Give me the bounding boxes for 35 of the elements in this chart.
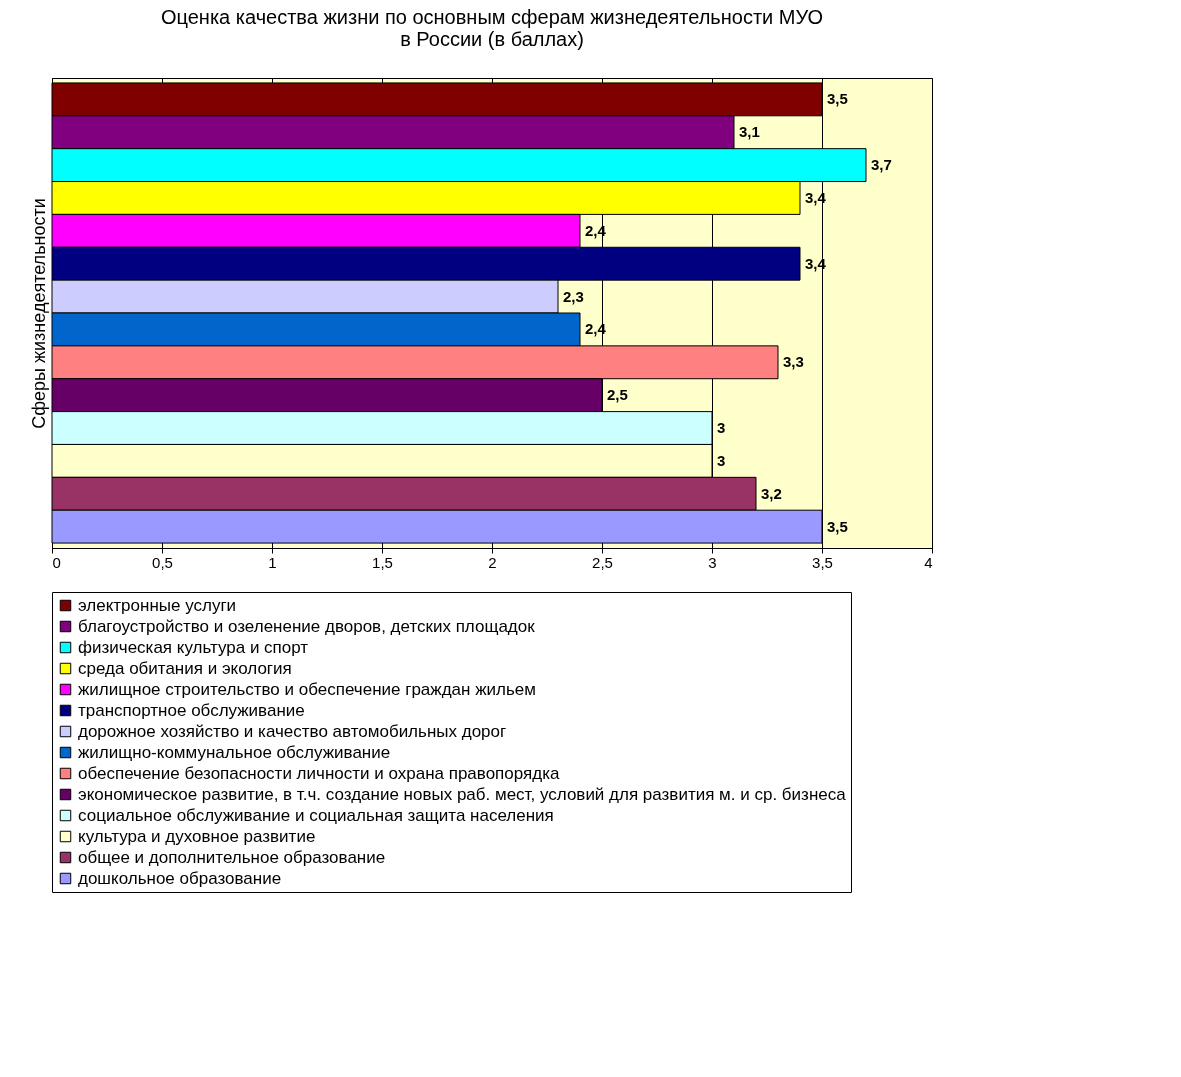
legend-label: транспортное обслуживание	[78, 700, 305, 720]
legend-label: экономическое развитие, в т.ч. создание новых раб. мест, условий для развития м. и ср. бизнеса	[78, 784, 847, 804]
x-tick-label: 3	[708, 553, 717, 571]
legend-label: благоустройство и озеленение дворов, детских площадок	[78, 616, 536, 636]
data-label: 3,5	[827, 90, 848, 108]
data-label: 3,2	[761, 484, 782, 502]
legend-label: жилищное строительство и обеспечение граждан жильем	[78, 679, 536, 699]
x-tick-label: 2,5	[592, 553, 613, 571]
x-tick-label: 1	[268, 553, 277, 571]
data-label: 3	[717, 419, 726, 437]
data-label: 3,3	[783, 353, 804, 371]
x-tick-label: 3,5	[812, 553, 833, 571]
x-tick-label: 1,5	[372, 553, 393, 571]
legend-label: дорожное хозяйство и качество автомобильных дорог	[78, 721, 507, 741]
data-label: 2,5	[607, 386, 628, 404]
data-label: 3,1	[739, 123, 760, 141]
legend-label: физическая культура и спорт	[78, 637, 309, 657]
chart-title: Оценка качества жизни по основным сферам жизнедеятельности МУО в России (в баллах)	[160, 6, 824, 50]
y-axis-title: Сферы жизнедеятельности	[28, 198, 49, 429]
data-label: 2,3	[563, 287, 584, 305]
data-label: 3	[717, 451, 726, 469]
x-tick-label: 0,5	[152, 553, 173, 571]
data-label: 3,7	[871, 156, 892, 174]
legend-label: дошкольное образование	[78, 868, 282, 888]
x-tick-label: 2	[488, 553, 497, 571]
legend-label: обеспечение безопасности личности и охрана правопорядка	[78, 763, 560, 783]
legend-label: общее и дополнительное образование	[78, 847, 386, 867]
x-tick-label: 4	[924, 553, 933, 571]
legend-label: жилищно-коммунальное обслуживание	[78, 742, 391, 762]
legend-label: среда обитания и экология	[78, 658, 292, 678]
legend-label: электронные услуги	[78, 595, 237, 615]
data-label: 3,5	[827, 517, 848, 535]
legend-label: социальное обслуживание и социальная защита населения	[78, 805, 554, 825]
legend-label: культура и духовное развитие	[78, 826, 316, 846]
x-tick-label: 0	[52, 553, 61, 571]
